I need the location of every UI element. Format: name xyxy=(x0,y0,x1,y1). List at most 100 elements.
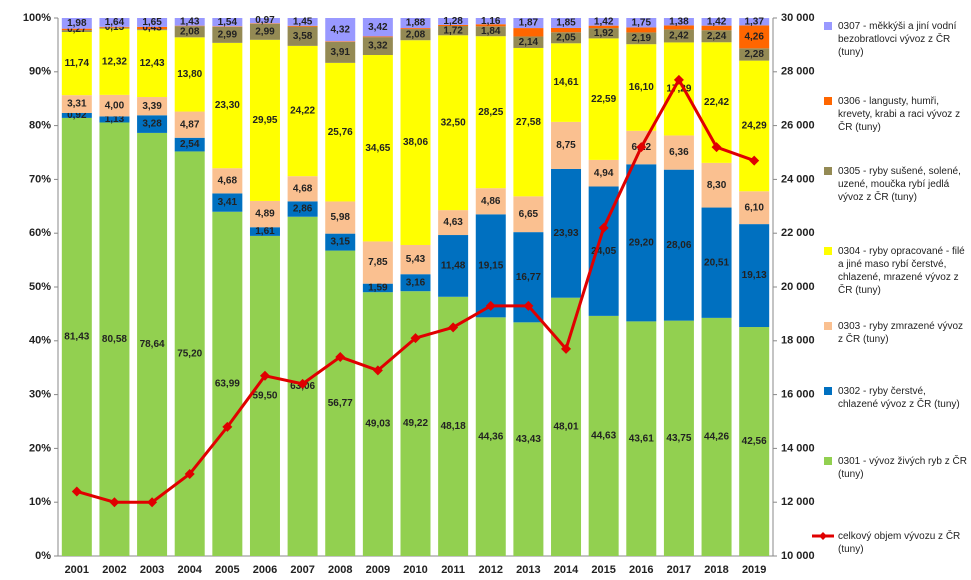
data-label: 32,50 xyxy=(441,117,466,128)
data-label: 25,76 xyxy=(328,127,353,138)
data-label: 12,43 xyxy=(140,58,165,69)
data-label: 43,61 xyxy=(629,433,654,444)
data-label: 43,43 xyxy=(516,434,541,445)
line-marker xyxy=(410,333,421,344)
data-label: 23,93 xyxy=(554,228,579,239)
x-tick-label: 2001 xyxy=(65,564,89,576)
data-label: 11,74 xyxy=(65,58,90,69)
y2-tick-label: 14 000 xyxy=(781,442,815,454)
bar-segment xyxy=(325,233,356,251)
data-label: 16,77 xyxy=(516,272,541,283)
bar-segment xyxy=(475,18,506,25)
bar-segment xyxy=(551,121,582,169)
y2-tick-label: 16 000 xyxy=(781,389,815,401)
data-label: 2,54 xyxy=(180,139,200,150)
data-label: 75,20 xyxy=(177,348,202,359)
bar-segment xyxy=(174,18,205,26)
bar-segment xyxy=(400,40,431,245)
bar-segment xyxy=(99,122,130,556)
legend-swatch xyxy=(824,387,832,395)
data-label: 1,13 xyxy=(105,114,125,125)
legend-marker xyxy=(819,532,827,540)
line-marker xyxy=(448,322,459,333)
bar-segment xyxy=(513,47,544,197)
bar-segment xyxy=(99,28,130,95)
bar-segment xyxy=(99,26,130,28)
data-label: 81,43 xyxy=(64,332,89,343)
bar-segment xyxy=(701,30,732,43)
data-label: 1,88 xyxy=(406,18,426,29)
bar-segment xyxy=(475,24,506,27)
data-label: 19,15 xyxy=(478,260,503,271)
data-label: 4,26 xyxy=(744,32,764,43)
bar-segment xyxy=(701,25,732,31)
x-tick-label: 2014 xyxy=(554,564,579,576)
data-label: 2,05 xyxy=(556,32,576,43)
legend-label: 0307 - měkkýši a jiní vodní bezobratlovc… xyxy=(838,21,957,58)
data-label: 5,43 xyxy=(406,254,426,265)
line-marker xyxy=(222,421,233,432)
data-label: 7,85 xyxy=(368,257,388,268)
bar-segment xyxy=(137,18,168,27)
data-label: 2,28 xyxy=(744,49,764,60)
bar-segment xyxy=(287,45,318,177)
data-label: 2,86 xyxy=(293,204,313,215)
data-label: 4,86 xyxy=(481,196,501,207)
data-label: 2,14 xyxy=(519,37,539,48)
data-label: 3,32 xyxy=(368,41,388,52)
bar-segment xyxy=(588,159,619,187)
data-label: 1,37 xyxy=(744,16,764,27)
y-tick-label: 20% xyxy=(29,442,51,454)
bar-segment xyxy=(325,41,356,63)
x-tick-label: 2008 xyxy=(328,564,352,576)
line-marker xyxy=(297,378,308,389)
data-label: 1,54 xyxy=(218,17,238,28)
data-label: 28,25 xyxy=(478,107,503,118)
bar-segment xyxy=(701,317,732,556)
legend-label: celkový objem vývozu z ČR (tuny) xyxy=(838,531,961,555)
bar-segment xyxy=(362,37,393,56)
bar-segment xyxy=(137,29,168,31)
bar-segment xyxy=(249,227,280,236)
bar-segment xyxy=(739,18,770,26)
y-tick-label: 50% xyxy=(29,281,51,293)
y2-tick-label: 22 000 xyxy=(781,227,815,239)
line-marker xyxy=(71,486,82,497)
y2-tick-label: 10 000 xyxy=(781,550,815,562)
legend-swatch xyxy=(824,22,832,30)
bar-segment xyxy=(626,164,657,322)
bar-segment xyxy=(438,210,469,236)
bar-segment xyxy=(701,162,732,208)
bar-segment xyxy=(626,32,657,45)
line-marker xyxy=(147,497,158,508)
data-label: 4,00 xyxy=(105,100,125,111)
bar-segment xyxy=(362,18,393,37)
x-tick-label: 2007 xyxy=(290,564,314,576)
data-label: 6,10 xyxy=(744,202,764,213)
line-marker xyxy=(598,222,609,233)
data-label: 4,87 xyxy=(180,119,200,130)
bar-segment xyxy=(513,18,544,29)
bar-segment xyxy=(551,32,582,44)
data-label: 3,28 xyxy=(142,119,162,130)
data-label: 8,30 xyxy=(707,180,727,191)
bar-segment xyxy=(362,292,393,556)
bar-segment xyxy=(400,18,431,29)
data-label: 14,61 xyxy=(554,77,579,88)
line-marker xyxy=(372,365,383,376)
bar-segment xyxy=(249,39,280,201)
bar-segment xyxy=(739,60,770,192)
data-label: 20,51 xyxy=(704,257,729,268)
data-label: 1,43 xyxy=(180,16,200,27)
data-label: 59,50 xyxy=(252,391,277,402)
data-label: 12,32 xyxy=(102,56,127,67)
y2-tick-label: 12 000 xyxy=(781,496,815,508)
bar-segment xyxy=(174,26,205,38)
data-label: 24,05 xyxy=(591,246,616,257)
data-label: 1,85 xyxy=(556,18,576,29)
data-label: 2,24 xyxy=(707,31,727,42)
legend-label: 0305 - ryby sušené, solené, uzené, moučk… xyxy=(838,166,961,203)
data-label: 0,43 xyxy=(142,23,162,34)
y-tick-label: 0% xyxy=(35,550,51,562)
